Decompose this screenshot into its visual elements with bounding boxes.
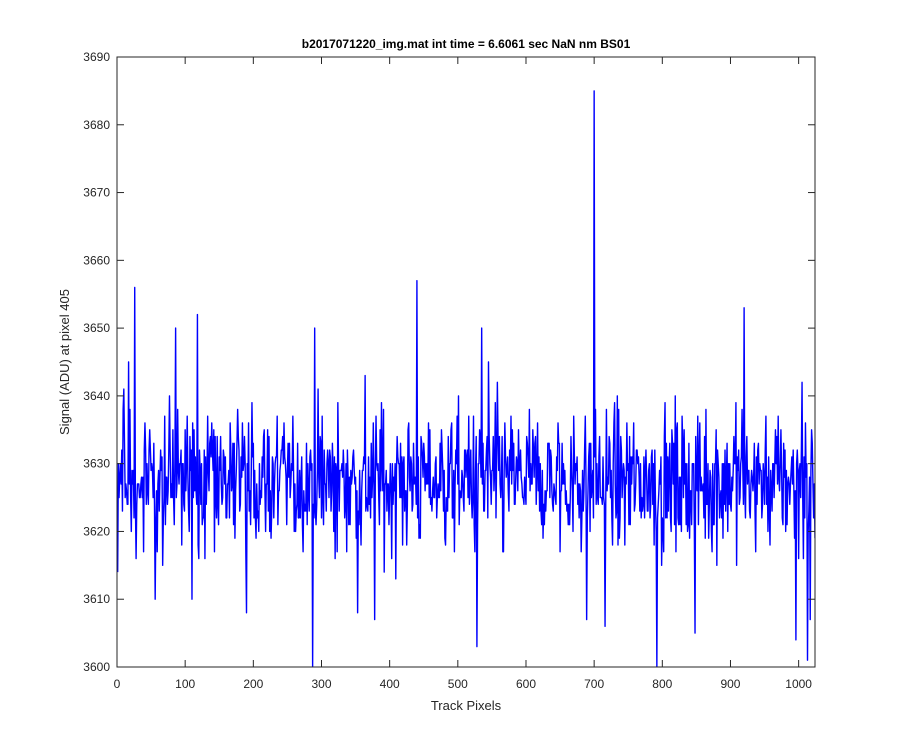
y-tick-label: 3640 [83, 389, 110, 403]
y-tick-label: 3690 [83, 50, 110, 64]
x-tick-label: 200 [243, 677, 263, 691]
y-tick-label: 3660 [83, 253, 110, 267]
y-tick-label: 3610 [83, 592, 110, 606]
y-tick-label: 3650 [83, 321, 110, 335]
x-axis: 0 100 200 300 400 500 600 700 800 900 1000 [114, 57, 812, 691]
series-group [117, 90, 815, 667]
axes-box [116, 56, 816, 668]
x-tick-label: 400 [380, 677, 400, 691]
chart-title: b2017071220_img.mat int time = 6.6061 se… [302, 37, 631, 51]
x-axis-label: Track Pixels [431, 698, 502, 713]
x-tick-label: 900 [720, 677, 740, 691]
x-tick-label: 1000 [785, 677, 812, 691]
x-tick-label: 100 [175, 677, 195, 691]
y-tick-label: 3630 [83, 457, 110, 471]
y-axis: 3600 3610 3620 3630 3640 3650 3660 3670 3680 3690 [83, 50, 815, 674]
signal-line [117, 90, 815, 667]
y-tick-label: 3600 [83, 660, 110, 674]
x-tick-label: 0 [114, 677, 121, 691]
y-tick-label: 3680 [83, 118, 110, 132]
y-axis-label: Signal (ADU) at pixel 405 [57, 289, 72, 435]
plot-area [117, 57, 815, 667]
x-tick-label: 700 [584, 677, 604, 691]
axes-frame [116, 56, 816, 668]
y-tick-label: 3670 [83, 186, 110, 200]
x-tick-label: 500 [448, 677, 468, 691]
x-tick-label: 300 [311, 677, 331, 691]
x-tick-label: 800 [652, 677, 672, 691]
x-tick-label: 600 [516, 677, 536, 691]
y-tick-label: 3620 [83, 524, 110, 538]
